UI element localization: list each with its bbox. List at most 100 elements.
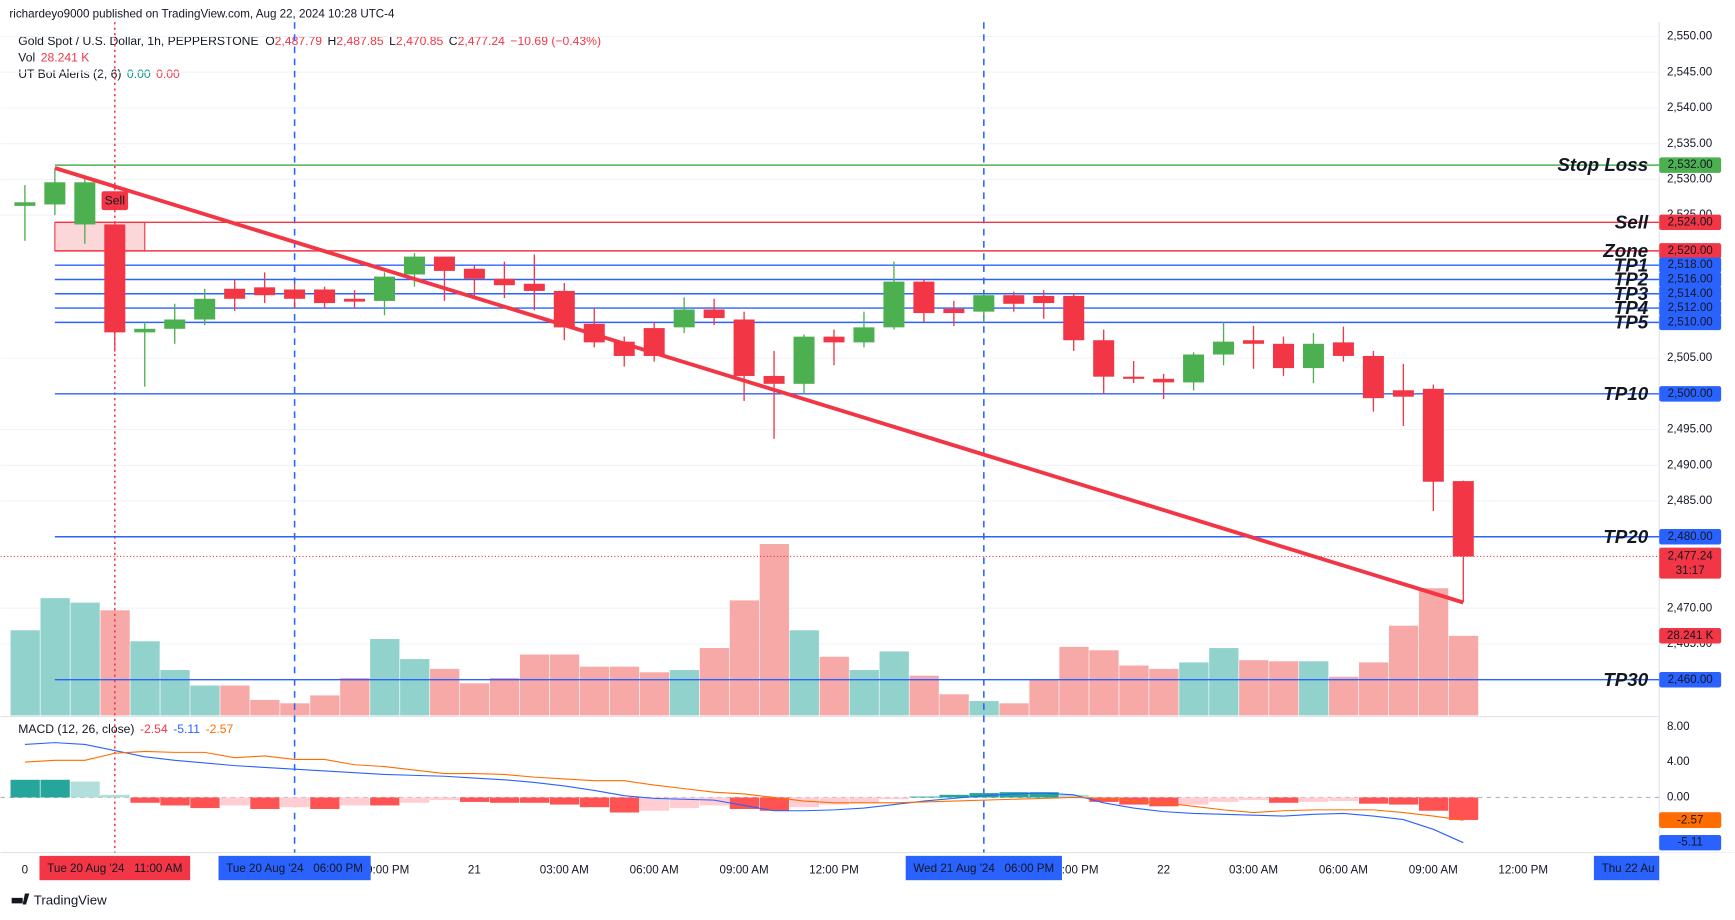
candle-body	[1153, 378, 1175, 383]
candle-body	[763, 375, 785, 384]
macd-signal-label-box	[1659, 812, 1722, 828]
macd-hist	[250, 797, 280, 809]
level-name: Stop Loss	[1557, 154, 1648, 175]
macd-signal-label: -2.57	[1677, 813, 1703, 826]
macd-hist	[1269, 797, 1299, 803]
candle-body	[823, 336, 845, 343]
macd-hist	[609, 797, 640, 813]
macd-hist	[1059, 794, 1089, 798]
macd-hist	[729, 797, 760, 809]
volume-bar	[789, 630, 819, 716]
volume-bar	[1239, 660, 1269, 716]
candle-body	[1123, 376, 1145, 379]
x-tick-label: 06:00 AM	[630, 863, 679, 876]
candle-body	[973, 295, 995, 312]
candle-body	[853, 327, 875, 343]
macd-hist	[460, 797, 490, 802]
y-tick-label: 2,485.00	[1667, 494, 1712, 507]
macd-hist	[10, 779, 40, 798]
macd-hist	[1299, 797, 1329, 802]
level-name: Sell	[1615, 211, 1649, 232]
candle-body	[44, 182, 66, 205]
candle-body	[1033, 295, 1055, 304]
macd-hist	[70, 781, 100, 798]
volume-bar	[1059, 646, 1089, 716]
candle-body	[284, 289, 306, 299]
y-tick-label: 2,535.00	[1667, 137, 1712, 150]
ohlc-key: L	[389, 34, 396, 48]
volume-bar	[1418, 588, 1449, 716]
macd-hist	[1149, 797, 1179, 807]
volume-bar	[939, 694, 969, 716]
volume-bar	[879, 651, 909, 716]
candle-body	[254, 287, 276, 296]
macd-hist	[879, 797, 909, 800]
macd-hist	[819, 797, 849, 805]
level-name: TP30	[1603, 669, 1648, 690]
level-name: TP3	[1614, 283, 1649, 304]
x-tick-label: 12:00 PM	[1498, 863, 1548, 876]
level-label-box	[1659, 257, 1722, 273]
level-label: 2,510.00	[1668, 315, 1713, 328]
macd-hist	[549, 797, 580, 805]
volume-bar	[130, 641, 160, 716]
level-name: TP4	[1614, 297, 1649, 318]
symbol: Gold Spot / U.S. Dollar, 1h, PEPPERSTONE	[18, 34, 258, 48]
y-tick-label: 2,505.00	[1667, 351, 1712, 364]
candle-body	[373, 276, 396, 301]
macd-hist	[220, 797, 250, 806]
macd-hist	[1388, 797, 1419, 805]
volume-bar	[819, 656, 849, 716]
macd-hist	[1179, 797, 1209, 805]
vol-line: Vol 28.241 K	[18, 51, 89, 65]
level-name: TP20	[1603, 526, 1648, 547]
candle-body	[1183, 354, 1205, 383]
macd-tick-label: 0.00	[1667, 791, 1690, 804]
candle-body	[1063, 295, 1085, 341]
macd-hist	[639, 797, 670, 811]
macd-line-label-box	[1659, 834, 1722, 851]
macd-hist	[430, 797, 460, 801]
volume-bar	[849, 670, 879, 716]
x-tick-label: 09:00 AM	[1409, 863, 1458, 876]
macd-hist	[130, 797, 160, 803]
candle-body	[164, 319, 186, 329]
x-highlight-label: Tue 20 Aug '24 11:00 AM	[47, 862, 182, 875]
volume-bar	[1209, 648, 1239, 716]
macd-hist	[789, 797, 819, 808]
ut-value: 0.00	[156, 67, 180, 81]
volume-bar	[1448, 635, 1479, 716]
macd-line	[24, 742, 1464, 844]
macd-hist	[699, 797, 730, 806]
candle-body	[673, 309, 695, 328]
macd-hist	[1359, 797, 1389, 804]
macd-hist	[160, 797, 190, 806]
candle-body	[1093, 340, 1115, 377]
y-tick-label: 2,530.00	[1667, 172, 1712, 185]
volume-bar	[10, 630, 40, 716]
candle-body	[403, 256, 425, 275]
x-tick-label: 12:00 PM	[809, 863, 859, 876]
macd-hist	[1448, 797, 1479, 820]
footer: TradingView	[34, 893, 107, 908]
change: −10.69 (−0.43%)	[510, 34, 601, 48]
volume-bar	[1029, 679, 1059, 716]
price-label: 2,477.24	[1668, 550, 1714, 563]
volume-bar	[759, 543, 789, 716]
candle-body	[793, 336, 815, 384]
macd-line: MACD (12, 26, close) -2.54 -5.11 -2.57	[18, 722, 233, 736]
x-highlight-label: Tue 20 Aug '24 06:00 PM	[226, 862, 363, 875]
volume-bar	[729, 600, 760, 716]
level-label: 2,524.00	[1668, 215, 1713, 228]
level-label-box	[1659, 243, 1722, 259]
x-highlight-label: Thu 22 Au	[1602, 862, 1655, 875]
volume-bar	[549, 654, 580, 716]
axes: 2,550.00 2,545.00 2,540.00 2,535.00 2,530.00…	[1659, 30, 1735, 897]
macd-hist	[1329, 797, 1359, 802]
macd-hist	[340, 797, 370, 806]
volume-bar	[1119, 665, 1149, 716]
candle-body	[733, 319, 755, 376]
level-label-box	[1659, 271, 1722, 288]
candle-body	[1362, 355, 1384, 399]
